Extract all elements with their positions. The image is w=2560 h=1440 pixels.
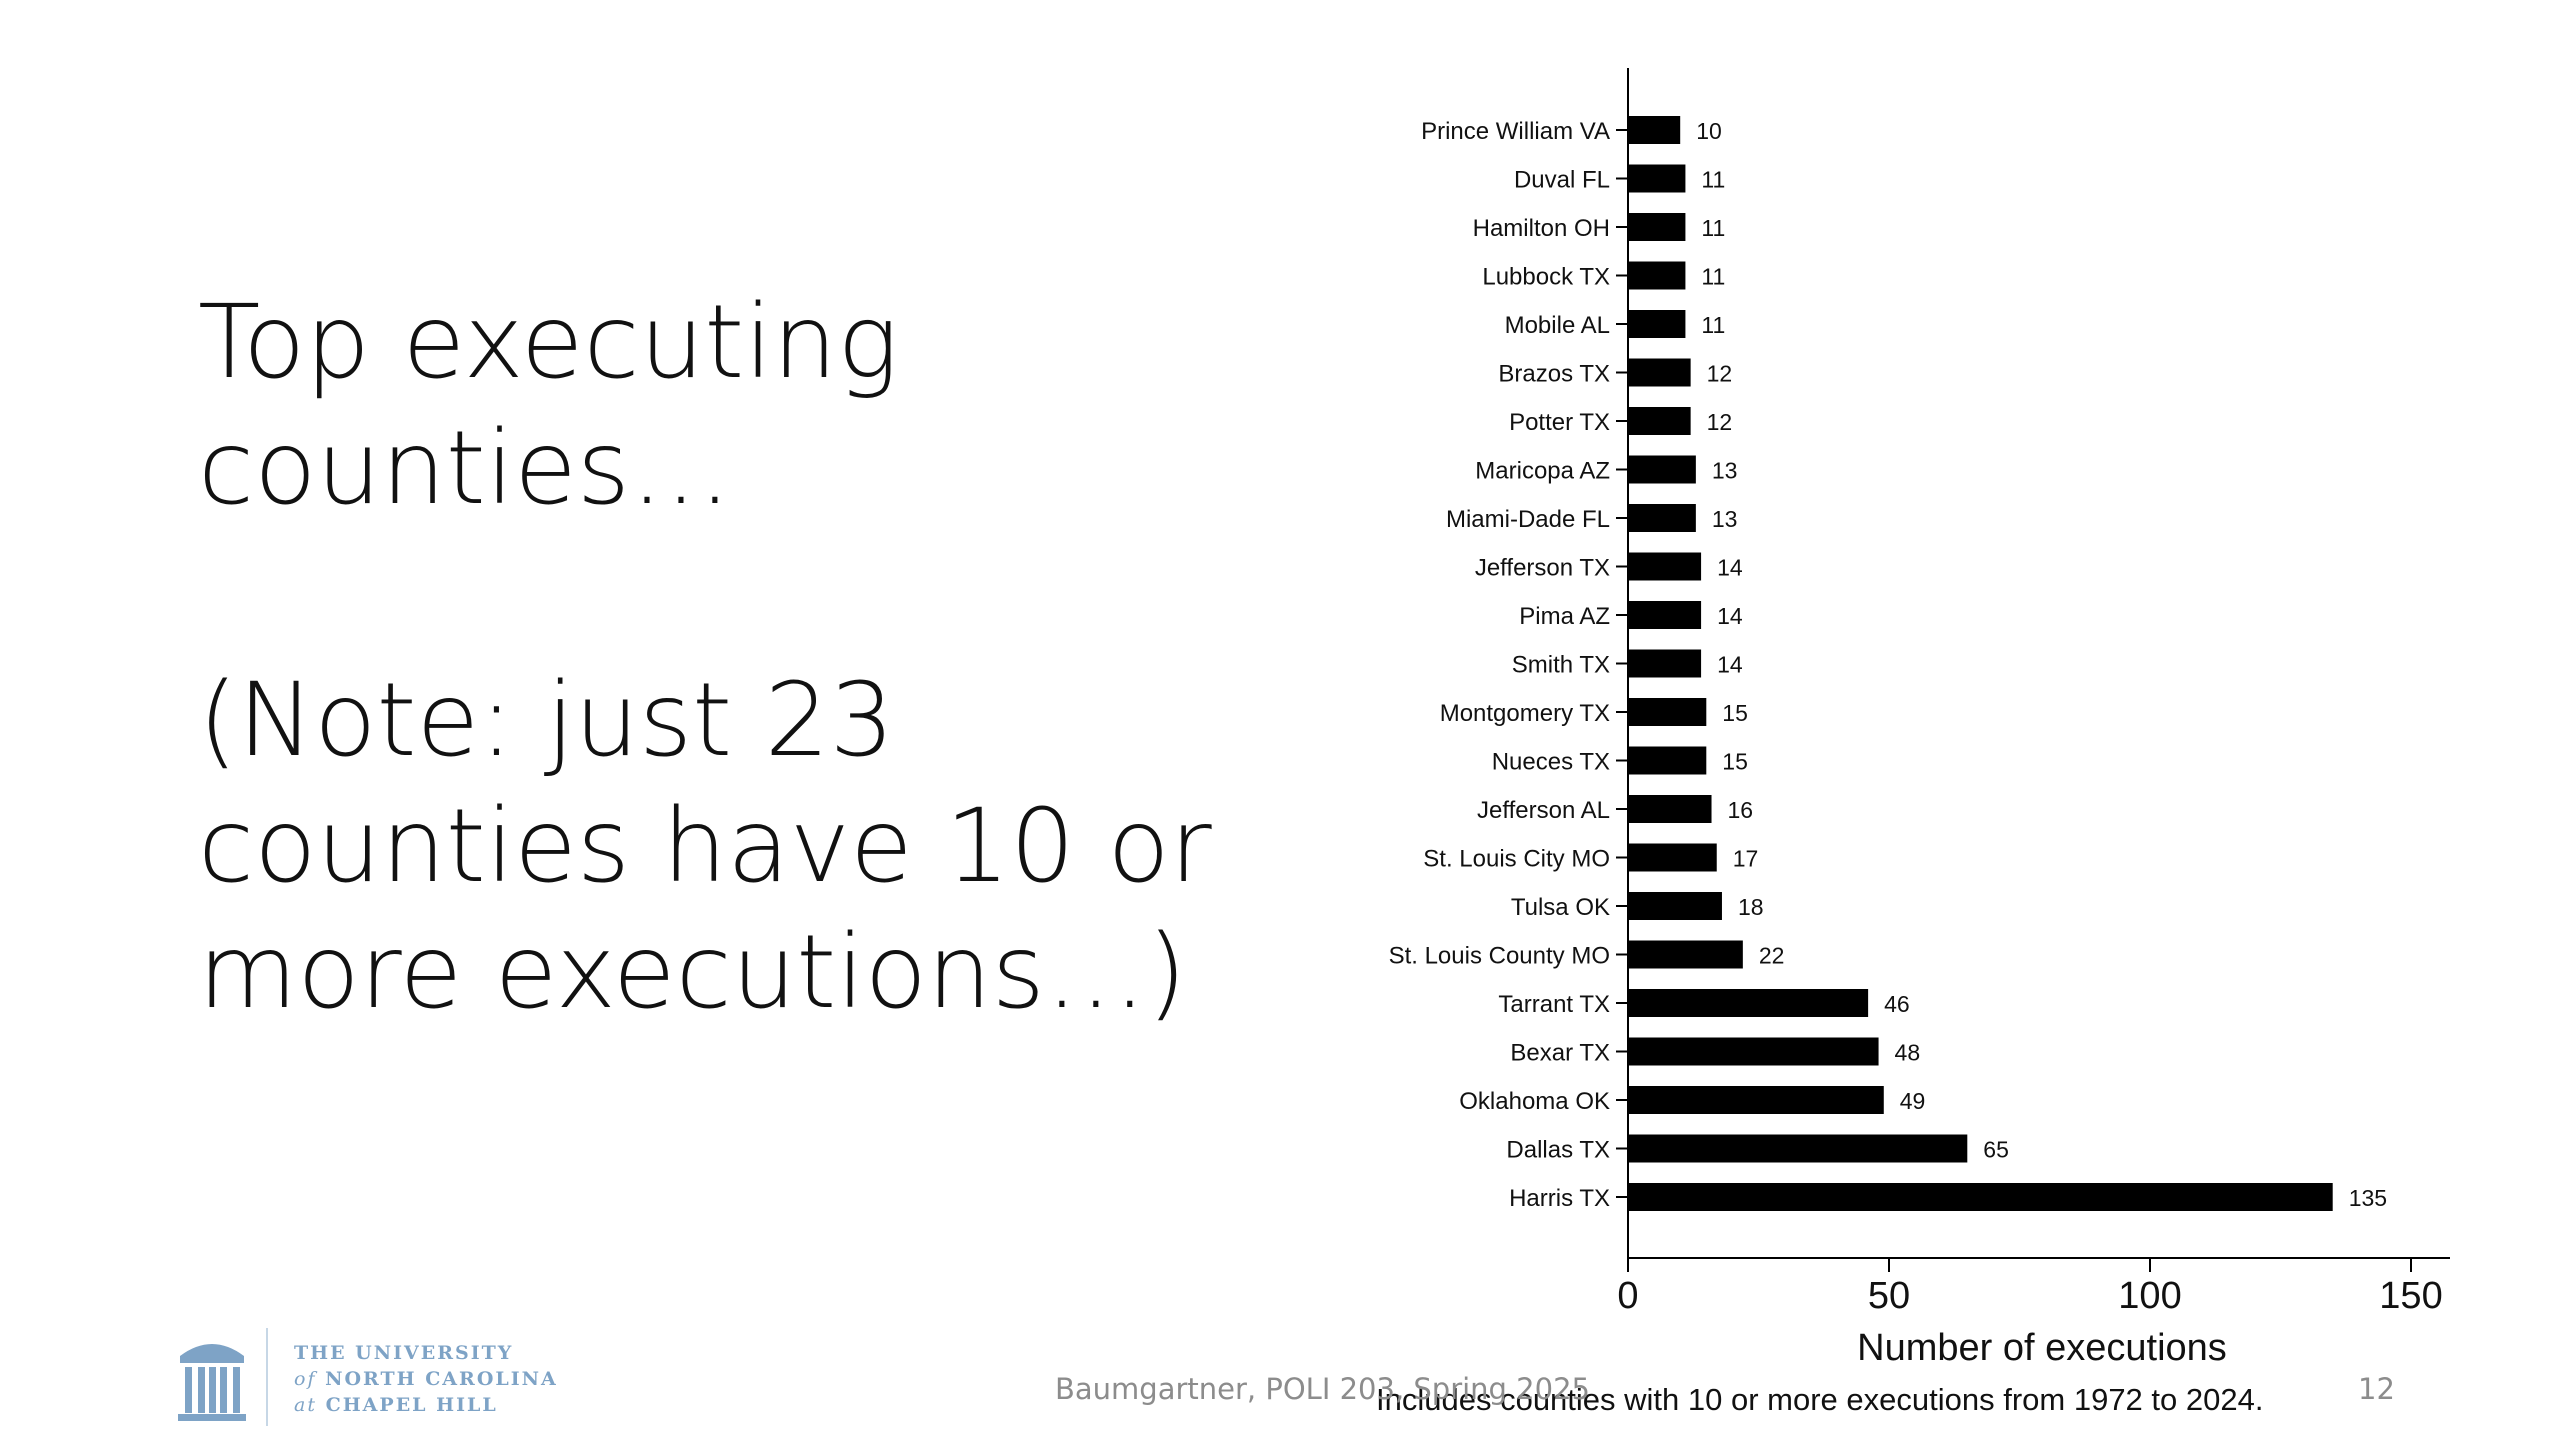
title-line-1: Top executing [198,283,899,402]
bar [1628,407,1691,435]
bar [1628,1183,2333,1211]
category-label: Oklahoma OK [1459,1088,1610,1115]
bar [1628,261,1686,290]
footer-citation: Baumgartner, POLI 203, Spring 2025 [1055,1372,1590,1406]
old-well-icon [178,1344,246,1421]
data-label: 135 [2349,1185,2387,1211]
category-label: Maricopa AZ [1475,458,1610,485]
data-label: 14 [1717,652,1743,678]
bar [1628,358,1691,387]
bar [1628,116,1681,144]
bar [1628,843,1717,872]
category-label: St. Louis City MO [1423,846,1610,873]
data-label: 17 [1733,846,1759,872]
title-line-2: counties… [198,409,733,528]
data-label: 22 [1759,943,1785,969]
data-label: 65 [1983,1137,2009,1163]
data-label: 11 [1701,167,1725,193]
logo-line-2: of NORTH CAROLINA [294,1368,558,1390]
data-label: 46 [1884,991,1910,1017]
category-label: Montgomery TX [1440,700,1610,727]
category-label: Jefferson TX [1475,555,1610,582]
x-tick-label: 0 [1617,1275,1638,1317]
logo-line-3-prefix: at [294,1394,317,1416]
bar [1628,601,1702,629]
data-label: 14 [1717,555,1743,581]
category-label: Brazos TX [1498,361,1610,388]
data-label: 12 [1707,409,1733,435]
data-label: 49 [1900,1088,1926,1114]
category-label: Jefferson AL [1477,797,1610,824]
category-label: Duval FL [1514,167,1610,194]
data-label: 18 [1738,894,1764,920]
bar [1628,552,1702,581]
data-label: 48 [1895,1040,1921,1066]
category-label: Dallas TX [1506,1137,1610,1164]
bar [1628,1086,1884,1114]
category-label: St. Louis County MO [1389,943,1610,970]
note-line-2: counties have 10 or [198,787,1212,906]
bar [1628,164,1686,193]
category-label: Mobile AL [1505,312,1610,339]
bar [1628,1134,1968,1163]
data-label: 12 [1707,361,1733,387]
slide-body-text: Top executing counties… (Note: just 23 c… [198,280,1212,1036]
category-label: Tarrant TX [1498,991,1610,1018]
page-number: 12 [2358,1372,2395,1406]
bar [1628,213,1686,241]
data-label: 11 [1701,215,1725,241]
category-label: Miami-Dade FL [1446,506,1610,533]
logo-line-3-text: CHAPEL HILL [325,1394,498,1416]
x-tick-label: 100 [2118,1275,2181,1317]
bar [1628,504,1696,532]
data-label: 15 [1722,749,1748,775]
data-label: 11 [1701,312,1725,338]
category-label: Bexar TX [1510,1040,1610,1067]
bar [1628,989,1869,1017]
data-label: 10 [1696,118,1722,144]
category-label: Tulsa OK [1511,894,1610,921]
data-label: 11 [1701,264,1725,290]
data-label: 15 [1722,700,1748,726]
category-label: Harris TX [1509,1185,1610,1212]
category-label: Hamilton OH [1473,215,1610,242]
category-label: Pima AZ [1519,603,1610,630]
data-label: 14 [1717,603,1743,629]
data-label: 16 [1728,797,1754,823]
category-label: Nueces TX [1492,749,1610,776]
x-tick-label: 50 [1868,1275,1910,1317]
bar [1628,746,1707,775]
bar [1628,455,1696,484]
x-axis-title: Number of executions [1857,1327,2227,1369]
category-label: Prince William VA [1421,118,1610,145]
note-line-1: (Note: just 23 [198,661,895,780]
data-label: 13 [1712,458,1738,484]
category-label: Smith TX [1512,652,1610,679]
category-label: Lubbock TX [1482,264,1610,291]
note-line-3: more executions…) [198,913,1187,1032]
category-label: Potter TX [1509,409,1610,436]
bar [1628,1037,1879,1066]
chart-caption: Includes counties with 10 or more execut… [1376,1382,2263,1417]
logo-line-2-text: NORTH CAROLINA [325,1368,558,1390]
data-label: 13 [1712,506,1738,532]
bar [1628,649,1702,678]
logo-line-1: THE UNIVERSITY [294,1342,514,1364]
bar [1628,698,1707,726]
logo-line-3: at CHAPEL HILL [294,1394,498,1416]
x-tick-label: 150 [2379,1275,2442,1317]
bar [1628,795,1712,823]
unc-logo: THE UNIVERSITY of NORTH CAROLINA at CHAP… [176,1328,556,1428]
bar [1628,892,1722,920]
bar [1628,940,1743,969]
bar [1628,310,1686,338]
logo-line-2-prefix: of [294,1368,317,1390]
